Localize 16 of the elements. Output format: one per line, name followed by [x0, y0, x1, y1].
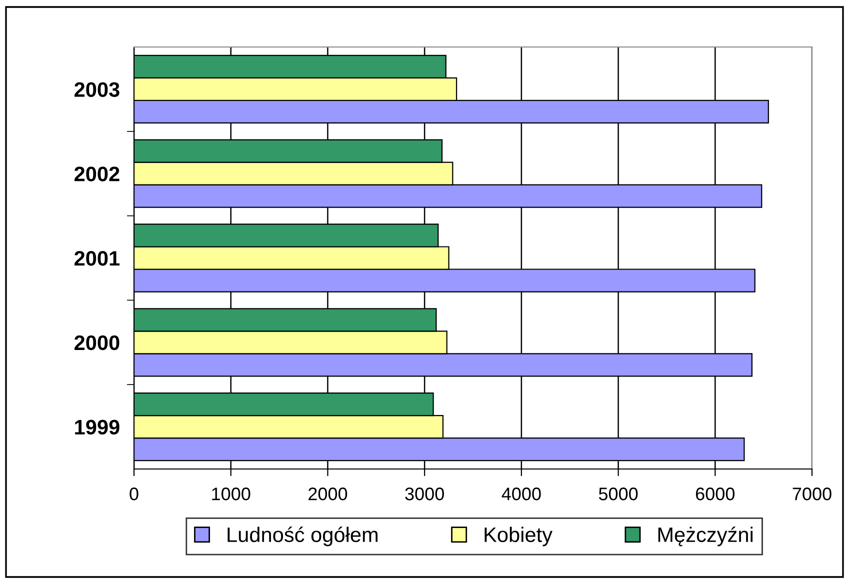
y-tick-label: 1999 [75, 420, 120, 435]
legend-label: Kobiety [484, 526, 552, 546]
x-tick-label: 0 [130, 488, 138, 500]
x-tick-label: 6000 [696, 488, 735, 500]
x-tick-label: 1000 [212, 488, 250, 500]
x-tick-label: 7000 [792, 488, 832, 500]
y-tick-label: 2001 [74, 251, 120, 266]
y-tick-label: 2002 [74, 166, 120, 182]
x-tick-label: 3000 [405, 488, 444, 500]
legend-label: Ludność ogółem [228, 526, 378, 546]
x-tick-label: 2000 [308, 488, 348, 500]
y-tick-label: 2003 [74, 82, 120, 97]
y-tick-label: 2000 [74, 335, 120, 350]
x-tick-label: 5000 [598, 488, 638, 500]
legend-label: Mężczyźni [658, 526, 753, 546]
x-tick-label: 4000 [502, 488, 541, 500]
